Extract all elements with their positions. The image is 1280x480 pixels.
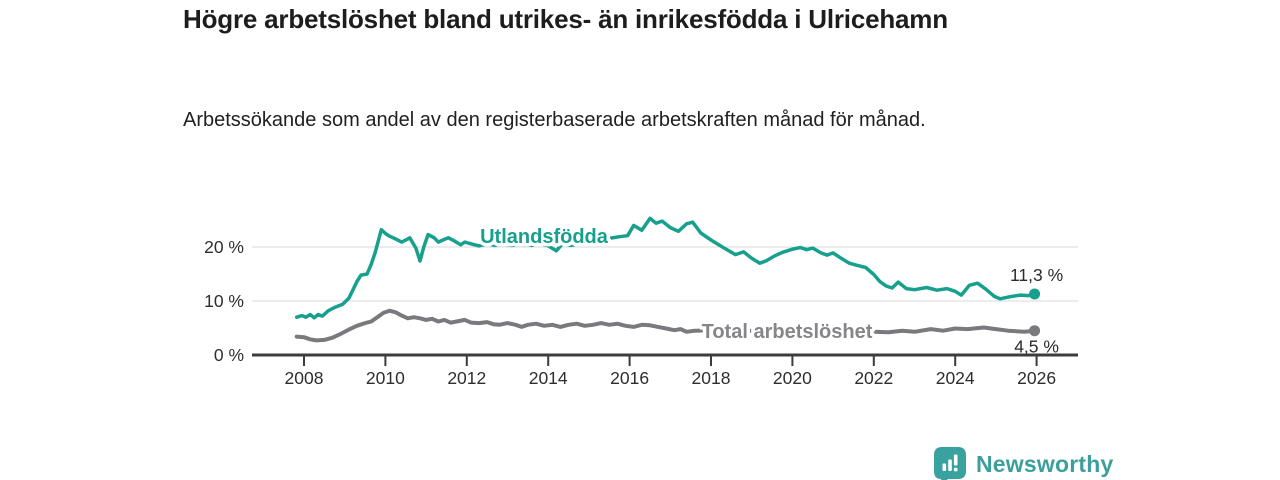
series-end-value-label: 4,5 %: [1014, 337, 1059, 357]
x-tick-label: 2024: [936, 368, 975, 388]
x-tick-label: 2026: [1017, 368, 1056, 388]
y-tick-label: 10 %: [204, 291, 244, 311]
series-label-utlandsfodda: Utlandsfödda: [480, 226, 609, 248]
y-tick-label: 0 %: [214, 345, 244, 365]
chart-subtitle: Arbetssökande som andel av den registerb…: [183, 109, 926, 131]
chart-title: Högre arbetslöshet bland utrikes- än inr…: [183, 4, 948, 34]
newsworthy-brand-text: Newsworthy: [976, 450, 1114, 477]
series-label-total: Total arbetslöshet: [702, 321, 873, 343]
series-end-dot: [1029, 288, 1041, 300]
x-tick-label: 2022: [854, 368, 893, 388]
x-tick-label: 2010: [366, 368, 405, 388]
y-tick-label: 20 %: [204, 237, 244, 257]
series-line-total: [294, 308, 1037, 343]
x-tick-label: 2012: [447, 368, 486, 388]
x-tick-label: 2016: [610, 368, 649, 388]
x-tick-label: 2008: [285, 368, 324, 388]
x-tick-label: 2014: [529, 368, 568, 388]
series-line-utlandsfodda: [294, 216, 1037, 320]
newsworthy-chart-bubble-icon: [934, 447, 966, 480]
x-tick-label: 2020: [773, 368, 812, 388]
series-end-value-label: 11,3 %: [1010, 265, 1063, 285]
x-tick-label: 2018: [692, 368, 731, 388]
series-end-dot: [1029, 325, 1041, 337]
newsworthy-logo: Newsworthy: [933, 446, 1113, 480]
